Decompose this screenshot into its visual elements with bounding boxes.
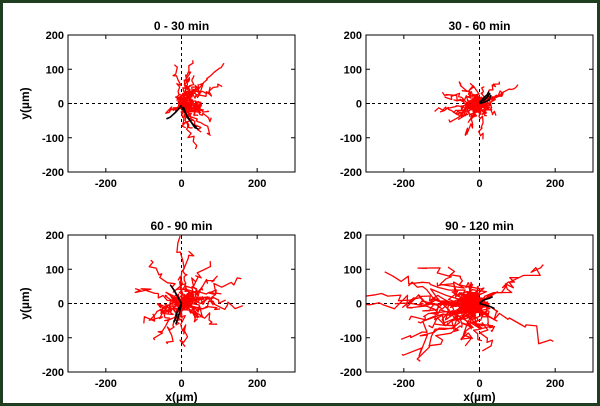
y-tick-label: 200	[46, 230, 64, 242]
y-tick-label: -100	[42, 333, 64, 345]
red-track	[181, 102, 210, 113]
red-track	[434, 100, 480, 112]
y-tick-label: -200	[42, 167, 64, 179]
panel-3: -200 0 200 -200 -100 0 100 200 60 - 90 min y(µm) x…	[18, 219, 296, 403]
tracks	[366, 264, 554, 362]
red-track	[181, 292, 197, 305]
black-track	[479, 92, 491, 103]
panel-title: 30 - 60 min	[448, 19, 510, 33]
x-tick-label: -200	[393, 178, 415, 190]
black-track	[169, 284, 183, 304]
x-tick-label: 0	[476, 378, 482, 390]
red-track	[165, 101, 183, 114]
tracks	[434, 81, 519, 140]
y-tick-label: -100	[42, 133, 64, 145]
x-tick-label: 0	[178, 378, 184, 390]
red-track	[448, 103, 481, 123]
red-track	[181, 83, 223, 106]
y-tick-label: 100	[46, 64, 64, 76]
panel-4: -200 0 200 -200 -100 0 100 200 90 - 120 min x(µm)	[340, 219, 594, 403]
black-track	[180, 106, 199, 130]
black-track	[175, 303, 183, 325]
red-track	[464, 103, 480, 136]
red-track	[172, 64, 183, 104]
red-track	[477, 100, 493, 111]
x-tick-label: -200	[95, 178, 117, 190]
red-track	[180, 86, 211, 109]
panel-title: 0 - 30 min	[154, 19, 209, 33]
red-track	[394, 296, 480, 312]
red-track	[468, 82, 481, 104]
red-track	[466, 101, 481, 118]
black-track	[479, 302, 495, 310]
red-track	[178, 250, 195, 304]
red-track	[180, 62, 225, 104]
red-track	[400, 301, 480, 340]
red-track	[148, 259, 182, 304]
x-tick-label: 200	[546, 178, 564, 190]
y-tick-label: 200	[344, 30, 362, 42]
y-tick-label: -200	[340, 167, 362, 179]
y-tick-label: 0	[58, 299, 64, 311]
panel-1: -200 0 200 -200 -100 0 100 200 0 - 30 min y(µm)	[18, 19, 296, 190]
y-tick-label: 0	[58, 99, 64, 111]
x-tick-label: 200	[546, 378, 564, 390]
y-tick-label: 0	[356, 99, 362, 111]
red-track	[384, 271, 480, 308]
y-tick-label: 100	[344, 264, 362, 276]
y-tick-label: 0	[356, 299, 362, 311]
y-axis-label: y(µm)	[18, 287, 32, 319]
x-tick-label: 200	[248, 178, 266, 190]
x-tick-label: -200	[95, 378, 117, 390]
x-tick-label: 0	[178, 178, 184, 190]
red-track	[475, 299, 490, 318]
red-track	[477, 102, 485, 140]
x-axis-label: x(µm)	[165, 390, 197, 403]
y-tick-label: 100	[344, 64, 362, 76]
red-track	[428, 302, 480, 347]
red-track	[444, 92, 482, 106]
y-tick-label: 200	[46, 30, 64, 42]
red-track	[179, 277, 242, 304]
red-track	[441, 91, 480, 105]
y-tick-label: -100	[340, 133, 362, 145]
black-track	[479, 94, 492, 105]
y-tick-label: 100	[46, 264, 64, 276]
x-tick-label: -200	[393, 378, 415, 390]
panel-title: 90 - 120 min	[445, 219, 514, 233]
red-track	[143, 302, 182, 324]
red-track	[181, 101, 202, 109]
black-track	[166, 104, 183, 120]
y-tick-label: -100	[340, 333, 362, 345]
red-track	[417, 301, 481, 324]
tracks	[165, 60, 225, 150]
tracks	[134, 235, 244, 348]
black-track	[173, 303, 183, 323]
y-tick-label: 200	[344, 230, 362, 242]
y-tick-label: -200	[340, 367, 362, 379]
red-track	[178, 275, 218, 305]
y-axis-label: y(µm)	[18, 87, 32, 119]
red-track	[178, 94, 188, 104]
x-tick-label: 200	[248, 378, 266, 390]
black-track	[478, 295, 494, 305]
y-tick-label: -200	[42, 367, 64, 379]
red-track	[470, 302, 494, 352]
x-axis-label: x(µm)	[463, 390, 495, 403]
panel-2: -200 0 200 -200 -100 0 100 200 30 - 60 min	[340, 19, 594, 190]
panel-title: 60 - 90 min	[150, 219, 212, 233]
red-track	[478, 299, 554, 345]
red-track	[181, 302, 198, 323]
x-tick-label: 0	[476, 178, 482, 190]
